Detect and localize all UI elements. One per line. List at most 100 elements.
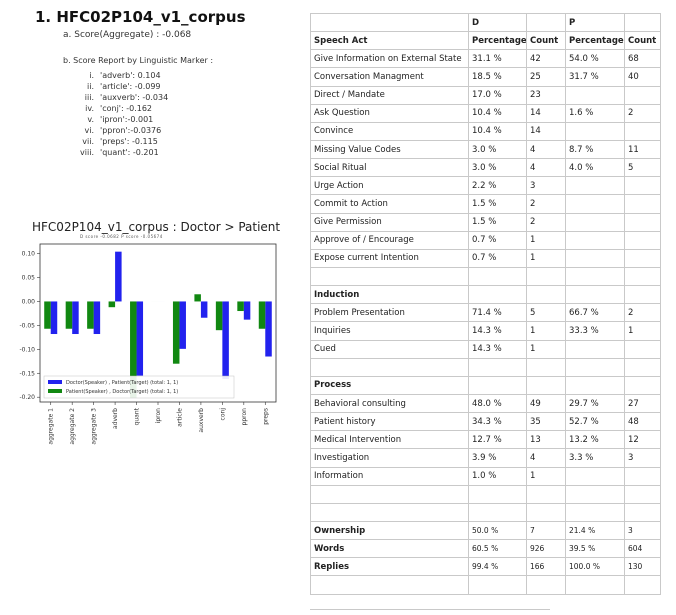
table-cell: 13 [526,430,566,450]
bar-conj-patient [215,301,223,331]
table-cell: 21.4 % [565,520,625,541]
table-cell: 35 [526,412,566,432]
table-row: Conversation Managment 18.5 % 25 31.7 % 40 [310,67,661,87]
table-cell: Medical Intervention [310,430,469,450]
y-tick-label: 0.00 [22,298,36,305]
table-cell: 66.7 % [565,303,625,323]
table-cell [565,484,625,504]
table-cell: 7 [526,520,566,541]
table-cell: Ask Question [310,103,469,123]
table-row: Problem Presentation 71.4 % 5 66.7 % 2 [310,303,661,323]
legend-label: Doctor(Speaker) , Patient(Target) (total… [66,380,178,386]
bar-auxverb-doctor [200,301,208,318]
marker-item: ii. 'article': -0.099 [78,81,168,92]
table-cell: 2 [526,212,566,232]
table-cell: 68 [624,49,661,69]
table-cell: Investigation [310,448,469,468]
table-cell [468,357,527,377]
table-cell [526,575,566,595]
table-cell: 3.9 % [468,448,527,468]
x-tick-label: adverb [112,408,119,429]
table-cell [565,339,625,359]
table-cell: Give Information on External State [310,49,469,69]
table-cell [526,285,566,305]
marker-value: 'quant': -0.201 [100,148,159,157]
bar-article-doctor [179,301,186,349]
table-cell: Approve of / Encourage [310,230,469,250]
table-cell [468,575,527,595]
table-cell: 1.5 % [468,212,527,232]
table-cell: 4 [526,158,566,178]
bar-aggregate-3-patient [87,301,94,329]
table-cell [526,357,566,377]
marker-item: viii. 'quant': -0.201 [78,147,168,158]
table-cell: 4.0 % [565,158,625,178]
table-row: Words 60.5 % 926 39.5 % 604 [310,539,661,559]
table-row: Convince 10.4 % 14 [310,121,661,141]
table-cell [310,502,469,522]
bar-quant-patient [130,301,137,398]
legend-swatch [48,380,62,384]
marker-item: i. 'adverb': 0.104 [78,70,168,81]
table-cell [310,484,469,504]
table-cell [526,502,566,522]
table-cell: 31.7 % [565,67,625,87]
table-cell [310,357,469,377]
table-cell: Count [526,31,566,51]
bar-ppron-patient [237,301,244,312]
table-cell [624,248,661,268]
table-cell: Percentage [565,31,625,51]
table-cell: 1 [526,339,566,359]
table-cell: 2 [526,194,566,214]
table-cell: 17.0 % [468,85,527,105]
marker-item: vi. 'ppron':-0.0376 [78,125,168,136]
table-cell: Cued [310,339,469,359]
table-cell [565,194,625,214]
y-tick-label: 0.10 [22,251,36,258]
table-cell: Speech Act [310,31,469,51]
table-row [310,357,661,377]
x-tick-label: aggregate 1 [48,408,55,445]
table-cell [624,121,661,141]
table-cell: 42 [526,49,566,69]
table-cell: 5 [526,303,566,323]
marker-item: vii. 'preps': -0.115 [78,136,168,147]
table-row: Ask Question 10.4 % 14 1.6 % 2 [310,103,661,123]
chart-subtitle: D score -0.0682 P score -0.05674 [80,234,163,239]
table-cell: Percentage [468,31,527,51]
table-cell: 14.3 % [468,339,527,359]
table-cell [624,375,661,395]
table-cell: 12.7 % [468,430,527,450]
table-cell: 2 [624,303,661,323]
y-tick-label: -0.20 [19,394,35,401]
table-cell [565,375,625,395]
table-cell: Social Ritual [310,158,469,178]
legend-label: Patient(Speaker) , Doctor(Target) (total… [66,389,178,395]
bar-article-patient [172,301,180,364]
bar-ppron-doctor [243,301,251,320]
x-tick-label: auxverb [198,408,205,433]
table-row: Medical Intervention 12.7 % 13 13.2 % 12 [310,430,661,450]
table-cell: 54.0 % [565,49,625,69]
marker-item: iii. 'auxverb': -0.034 [78,92,168,103]
document-title: 1. HFC02P104_v1_corpus [35,8,246,26]
table-cell: Induction [310,285,469,305]
table-row: Expose current Intention 0.7 % 1 [310,248,661,268]
legend-swatch [48,389,62,393]
x-tick-label: article [176,408,183,427]
table-cell: 33.3 % [565,321,625,341]
table-cell [468,502,527,522]
table-cell [624,339,661,359]
table-cell: 4 [526,139,566,160]
table-row: Give Information on External State 31.1 %… [310,49,661,69]
table-cell: Patient history [310,412,469,432]
plot-area [39,243,277,403]
table-cell: 48 [624,412,661,432]
marker-number: ii. [87,82,94,91]
table-cell [310,266,469,287]
table-cell: 1.5 % [468,194,527,214]
table-cell: 14 [526,103,566,123]
table-cell: P [565,12,625,33]
table-cell: Behavioral consulting [310,393,469,414]
table-cell: 14 [526,121,566,141]
